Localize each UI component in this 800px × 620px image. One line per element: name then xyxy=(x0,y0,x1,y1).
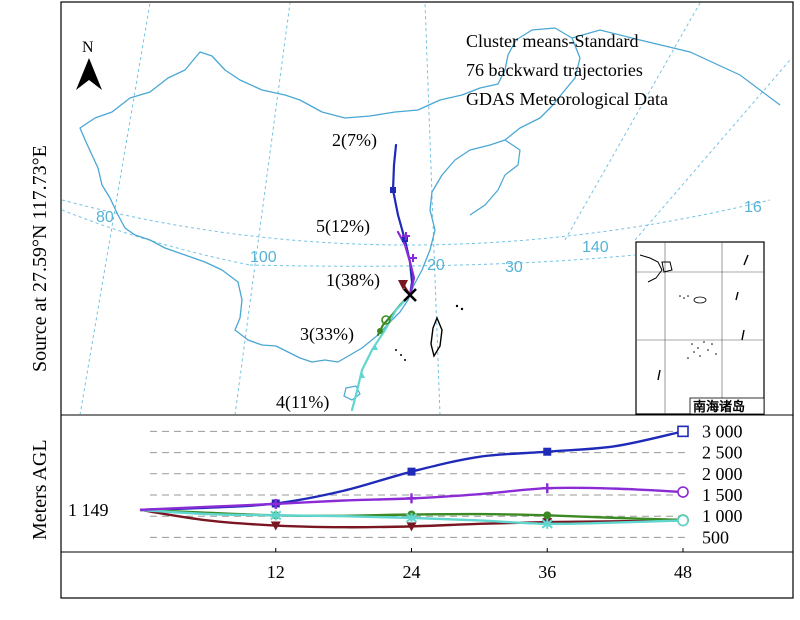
meridian-100 xyxy=(234,3,291,414)
inset-island-arc-1 xyxy=(743,254,749,266)
cluster-label-5: 5(12%) xyxy=(316,216,370,237)
height-end-marker-cluster-2 xyxy=(677,425,689,438)
map-marker-3a xyxy=(381,315,391,325)
map-marker-4b xyxy=(359,372,365,378)
height-marker-cluster-2-36h xyxy=(543,447,552,456)
cluster-label-4: 4(11%) xyxy=(276,392,329,413)
y-tick-label-2000: 2 000 xyxy=(702,464,743,484)
grid-label-16: 16 xyxy=(744,199,762,216)
map-marker-2a xyxy=(390,187,396,193)
map-trajectory-2 xyxy=(391,143,414,297)
height-marker-cluster-4-36h xyxy=(541,518,553,529)
chart-gridlines xyxy=(150,430,690,538)
figure-frame xyxy=(60,1,794,599)
taiwan-island xyxy=(430,316,443,358)
map-panel: 80 100 20 30 140 16 xyxy=(62,3,791,415)
inset-island-arc-2 xyxy=(735,291,739,301)
source-location-label: Source at 27.59°N 117.73°E xyxy=(29,145,51,372)
inset-island-arc-4 xyxy=(657,369,661,381)
north-arrow-icon xyxy=(76,58,102,90)
y-tick-label-1500: 1 500 xyxy=(702,485,743,505)
height-marker-cluster-4-24h xyxy=(405,512,418,523)
grid-label-140: 140 xyxy=(582,239,609,256)
y-tick-label-500: 500 xyxy=(702,527,729,547)
grid-label-100: 100 xyxy=(250,249,277,266)
height-marker-cluster-5-12h xyxy=(270,498,281,509)
grid-label-30: 30 xyxy=(505,259,523,276)
x-tick-label-48: 48 xyxy=(674,562,692,582)
grid-label-80: 80 xyxy=(96,209,114,226)
parallel-30 xyxy=(62,199,771,246)
x-tick-label-36: 36 xyxy=(538,562,556,582)
height-marker-cluster-5-24h xyxy=(406,493,417,504)
legend-line-3: GDAS Meteorological Data xyxy=(466,89,668,109)
inset-map: 南海诸岛 xyxy=(635,241,765,415)
cluster-label-3: 3(33%) xyxy=(300,324,354,345)
inset-island-large xyxy=(661,261,673,273)
chart-y-axis-label: Meters AGL xyxy=(29,439,51,540)
north-arrow: N xyxy=(76,39,102,90)
height-marker-cluster-4-12h xyxy=(270,510,282,521)
map-marker-4a xyxy=(372,344,378,350)
legend-line-2: 76 backward trajectories xyxy=(466,60,643,80)
cluster-label-2: 2(7%) xyxy=(332,130,377,151)
map-marker-3b xyxy=(377,328,383,334)
country-outline xyxy=(79,27,581,363)
height-marker-cluster-1-24h xyxy=(406,522,417,532)
x-tick-label-12: 12 xyxy=(267,562,285,582)
y-tick-label-3000: 3 000 xyxy=(702,421,743,441)
inset-dots xyxy=(679,295,717,359)
neighbor-outline-east xyxy=(469,139,521,216)
height-marker-cluster-1-12h xyxy=(270,521,281,531)
neighbor-outline-northeast xyxy=(571,29,781,106)
cluster-label-1: 1(38%) xyxy=(326,270,380,291)
inset-title: 南海诸岛 xyxy=(693,399,745,415)
small-islands xyxy=(395,304,464,361)
chart-series xyxy=(139,425,689,532)
map-marker-5a xyxy=(402,232,410,240)
height-marker-cluster-5-36h xyxy=(542,483,553,494)
parallel-20 xyxy=(249,254,636,267)
map-marker-5b xyxy=(409,254,417,262)
inset-island-oval xyxy=(693,296,707,304)
x-tick-label-24: 24 xyxy=(403,562,421,582)
inset-island-arc-3 xyxy=(741,329,745,341)
map-trajectory-4 xyxy=(350,293,412,412)
inset-frame xyxy=(635,241,765,415)
y-tick-label-2500: 2 500 xyxy=(702,443,743,463)
height-end-marker-cluster-4 xyxy=(677,514,689,527)
source-point-marker xyxy=(403,288,417,302)
meridian-120 xyxy=(424,3,441,414)
map-trajectory-markers xyxy=(359,187,417,378)
parallel-20-west xyxy=(62,209,251,266)
y-tick-label-1000: 1 000 xyxy=(702,506,743,526)
legend-line-1: Cluster means-Standard xyxy=(466,31,638,51)
height-marker-cluster-2-24h xyxy=(407,467,416,476)
source-height-label: 1 149 xyxy=(68,500,109,520)
map-marker-1 xyxy=(398,280,408,290)
height-end-marker-cluster-5 xyxy=(677,486,689,498)
inset-title-box xyxy=(689,397,765,415)
north-arrow-label: N xyxy=(82,39,94,56)
inset-coastline xyxy=(639,254,663,283)
meridian-80 xyxy=(79,3,151,414)
grid-label-20: 20 xyxy=(427,257,445,274)
height-marker-cluster-3-36h xyxy=(543,511,552,520)
